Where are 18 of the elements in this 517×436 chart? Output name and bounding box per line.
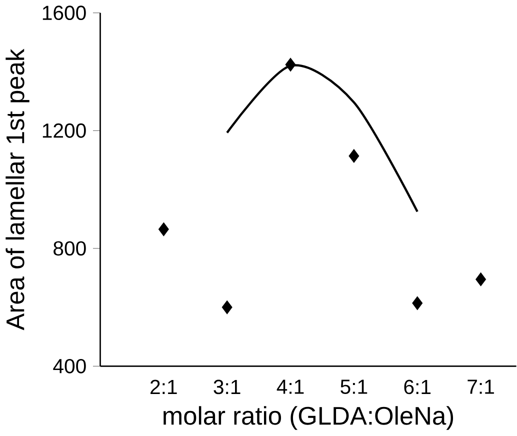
x-tick-label: 5:1 [340, 380, 368, 394]
point [412, 296, 423, 310]
point [158, 222, 169, 236]
point [222, 300, 232, 314]
y-axis-title: Area of lamellar 1st peak [6, 49, 30, 330]
point [348, 150, 360, 163]
x-tick-label: 6:1 [404, 380, 431, 394]
x-tick-label: 4:1 [276, 380, 304, 394]
x-tick-label: 2:1 [150, 380, 177, 394]
point [476, 272, 486, 286]
y-tick-label: 1600 [42, 6, 86, 20]
y-tick-label: 800 [54, 241, 86, 256]
x-tick-label: 3:1 [214, 380, 240, 394]
x-axis-title: molar ratio (GLDA:OleNa) [164, 406, 454, 430]
y-tick-label: 1200 [42, 124, 86, 138]
x-tick-label: 7:1 [468, 380, 494, 394]
y-tick-label: 400 [53, 359, 86, 374]
point [285, 58, 296, 72]
